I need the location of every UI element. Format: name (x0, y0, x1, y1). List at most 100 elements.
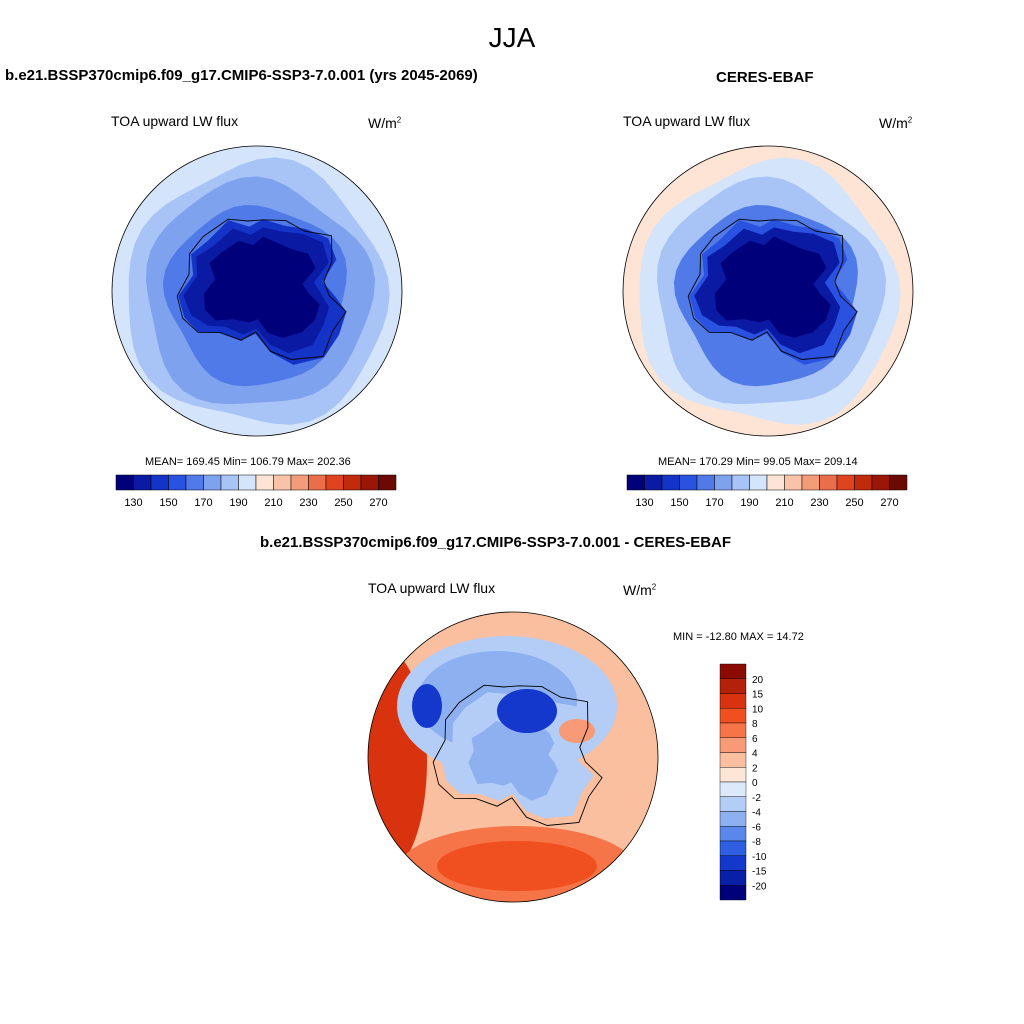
panel1-stats: MEAN= 169.45 Min= 106.79 Max= 202.36 (145, 456, 351, 468)
field-continent-inner (468, 717, 558, 801)
colorbar-swatch (168, 474, 187, 491)
panel3-units: W/m2 (623, 582, 657, 598)
colorbar-swatch (719, 722, 747, 738)
colorbar-tick-label: -6 (752, 822, 761, 833)
colorbar-swatch (784, 474, 803, 491)
colorbar-tick-label: 230 (299, 497, 317, 509)
panel3-variable: TOA upward LW flux (368, 580, 496, 596)
colorbar-tick-label: 10 (752, 704, 764, 715)
panel2-colorbar: 130 150 170 190 210 230 250 270 (626, 474, 908, 509)
colorbar-swatch (719, 826, 747, 842)
colorbar-tick-label: 190 (229, 497, 247, 509)
colorbar-tick-label: -2 (752, 793, 761, 804)
panel1-colorbar: 130 150 170 190 210 230 250 270 (115, 474, 397, 509)
colorbar-tick-label: 150 (159, 497, 177, 509)
map-field (112, 146, 402, 436)
panel2-units: W/m2 (879, 115, 913, 131)
colorbar-swatch (719, 870, 747, 886)
colorbar-tick-label: -20 (752, 881, 767, 892)
colorbar-tick-label: 210 (775, 497, 793, 509)
field-hotspot (497, 689, 557, 733)
colorbar-swatch (889, 474, 908, 491)
colorbar-swatch (133, 474, 152, 491)
panel1-map (111, 145, 403, 437)
colorbar-swatch (203, 474, 222, 491)
map-border (367, 611, 659, 903)
colorbar-swatch (719, 678, 747, 694)
colorbar-swatch (325, 474, 344, 491)
colorbar-tick-label: 2 (752, 763, 758, 774)
colorbar-tick-label: 150 (670, 497, 688, 509)
colorbar-swatch (719, 663, 747, 679)
colorbar-swatch (719, 840, 747, 856)
colorbar-swatch (644, 474, 663, 491)
colorbar-tick-label: 15 (752, 690, 764, 701)
panel3-title: b.e21.BSSP370cmip6.f09_g17.CMIP6-SSP3-7.… (260, 534, 732, 551)
colorbar-swatch (661, 474, 680, 491)
colorbar-swatch (343, 474, 362, 491)
colorbar-swatch (819, 474, 838, 491)
panel2-stats: MEAN= 170.29 Min= 99.05 Max= 209.14 (658, 456, 858, 468)
colorbar-swatch (719, 767, 747, 783)
field-contour (203, 236, 320, 338)
colorbar-swatch (150, 474, 169, 491)
map-field (623, 146, 913, 436)
colorbar-swatch (290, 474, 309, 491)
colorbar-tick-label: -10 (752, 852, 767, 863)
colorbar-tick-label: 130 (635, 497, 653, 509)
colorbar-tick-label: 170 (194, 497, 212, 509)
colorbar-swatch (871, 474, 890, 491)
colorbar-swatch (719, 781, 747, 797)
panel2-variable: TOA upward LW flux (623, 113, 751, 129)
colorbar-swatch (273, 474, 292, 491)
colorbar-swatch (378, 474, 397, 491)
colorbar-tick-label: 190 (740, 497, 758, 509)
colorbar-tick-label: 8 (752, 719, 758, 730)
colorbar-tick-label: 270 (880, 497, 898, 509)
colorbar-tick-label: 210 (264, 497, 282, 509)
colorbar-tick-label: -4 (752, 808, 761, 819)
panel1-variable: TOA upward LW flux (111, 113, 239, 129)
colorbar-swatch (255, 474, 274, 491)
colorbar-tick-label: 0 (752, 778, 758, 789)
colorbar-swatch (626, 474, 645, 491)
coastline (176, 218, 347, 360)
colorbar-swatch (854, 474, 873, 491)
colorbar-swatch (238, 474, 257, 491)
colorbar-swatch (719, 811, 747, 827)
colorbar-swatch (360, 474, 379, 491)
field-contour (728, 249, 818, 327)
colorbar-tick-label: 20 (752, 675, 764, 686)
colorbar-swatch (719, 752, 747, 768)
colorbar-swatch (731, 474, 750, 491)
colorbar-swatch (719, 737, 747, 753)
panel3-stats: MIN = -12.80 MAX = 14.72 (673, 631, 804, 643)
season-title: JJA (488, 22, 536, 53)
colorbar-tick-label: 170 (705, 497, 723, 509)
colorbar-swatch (719, 855, 747, 871)
colorbar-swatch (801, 474, 820, 491)
colorbar-swatch (679, 474, 698, 491)
map-border (622, 145, 914, 437)
colorbar-tick-label: 230 (810, 497, 828, 509)
panel3-map (367, 611, 659, 903)
colorbar-swatch (115, 474, 134, 491)
colorbar-swatch (308, 474, 327, 491)
colorbar-tick-label: -8 (752, 837, 761, 848)
colorbar-tick-label: 130 (124, 497, 142, 509)
colorbar-swatch (185, 474, 204, 491)
colorbar-tick-label: 270 (369, 497, 387, 509)
field-cold-spot (559, 719, 595, 743)
coastline (687, 218, 858, 360)
coastline (432, 684, 603, 826)
colorbar-swatch (696, 474, 715, 491)
colorbar-swatch (220, 474, 239, 491)
colorbar-swatch (836, 474, 855, 491)
colorbar-swatch (766, 474, 785, 491)
colorbar-swatch (719, 708, 747, 724)
colorbar-tick-label: 250 (334, 497, 352, 509)
colorbar-swatch (714, 474, 733, 491)
colorbar-tick-label: 6 (752, 734, 758, 745)
map-border (111, 145, 403, 437)
